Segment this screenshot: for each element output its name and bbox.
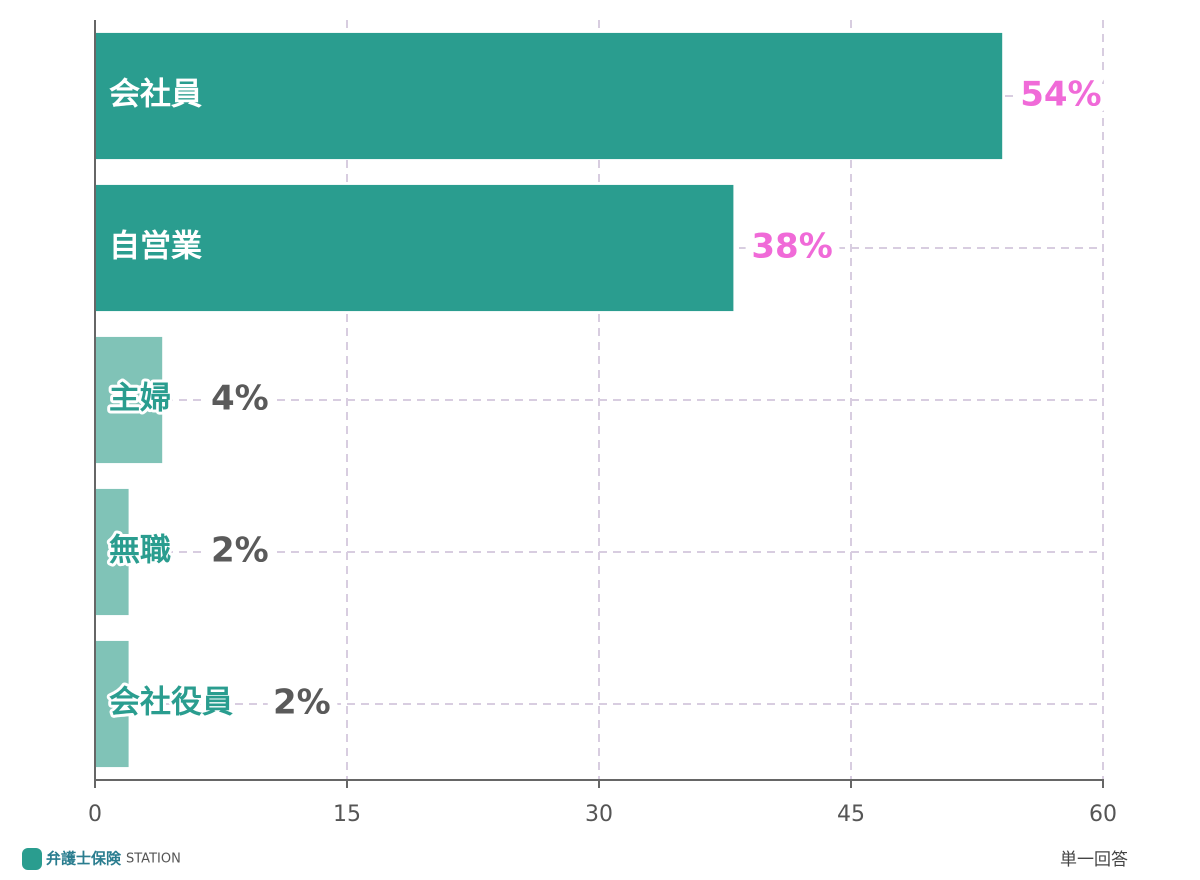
bars (95, 32, 1003, 768)
value-label: 2% (273, 683, 331, 723)
value-label: 2% (211, 531, 269, 571)
x-tick-label: 15 (333, 802, 361, 827)
category-label: 会社役員 (109, 685, 233, 721)
category-label: 無職 (109, 533, 171, 569)
bar (95, 32, 1003, 160)
x-tick-label: 0 (88, 802, 102, 827)
category-label: 自営業 (109, 229, 202, 265)
bar (95, 184, 734, 312)
logo-suffix: STATION (126, 852, 181, 867)
x-tick-label: 60 (1089, 802, 1117, 827)
value-label: 38% (751, 227, 832, 267)
category-label: 主婦 (109, 381, 171, 417)
logo-icon (22, 848, 42, 870)
bar (95, 336, 163, 464)
bar (95, 488, 129, 616)
logo-name: 弁護士保険 (46, 850, 122, 868)
value-label: 54% (1020, 75, 1101, 115)
value-label: 4% (211, 379, 269, 419)
note: 単一回答 (1060, 850, 1128, 870)
category-label: 会社員 (109, 77, 202, 113)
x-tick-label: 45 (837, 802, 865, 827)
bar (95, 640, 129, 768)
x-tick-label: 30 (585, 802, 613, 827)
